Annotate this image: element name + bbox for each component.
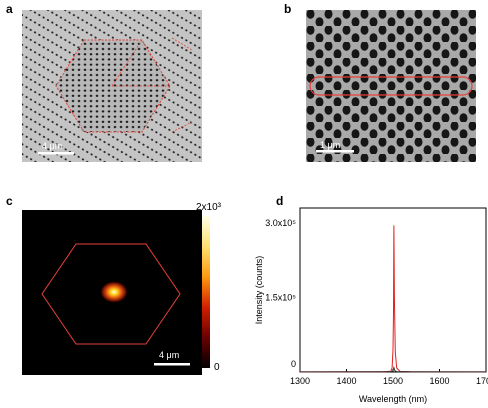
panel-label-b: b [284,2,292,16]
emission-map-svg [41,243,190,366]
colorbar [202,216,210,368]
scale-bar-label-c: 4 μm [159,350,180,360]
scale-bar-label-b: 1 μm [320,140,341,150]
y-tick-label: 3.0x10⁵ [265,218,296,228]
panel-label-a: a [6,2,13,16]
sem-lattice [22,10,202,162]
y-axis-label: Intensity (counts) [254,256,264,325]
x-axis-label: Wavelength (nm) [359,394,427,404]
sem-image-photonic-crystal: 4 μm [22,10,202,162]
spectrum-series-line [299,365,487,373]
panel-label-d: d [276,194,284,208]
emission-map: 4 μm [22,210,202,375]
colorbar-min-label: 0 [214,362,220,373]
x-tick-label: 1600 [429,376,449,386]
x-tick-label: 1500 [383,376,403,386]
sem-zoom-lattice [306,10,476,162]
spectrum-series-line [299,225,487,373]
scale-bar-label-a: 4 μm [42,141,63,151]
sem-image-zoom: 1 μm [306,10,476,162]
y-tick-label: 1.5x10⁵ [265,292,296,302]
y-tick-label: 0 [291,359,296,369]
x-tick-label: 1700 [476,376,488,386]
x-tick-label: 1300 [290,376,310,386]
colorbar-max-label: 2x10³ [196,202,222,213]
panel-label-c: c [6,194,13,208]
x-tick-label: 1400 [336,376,356,386]
